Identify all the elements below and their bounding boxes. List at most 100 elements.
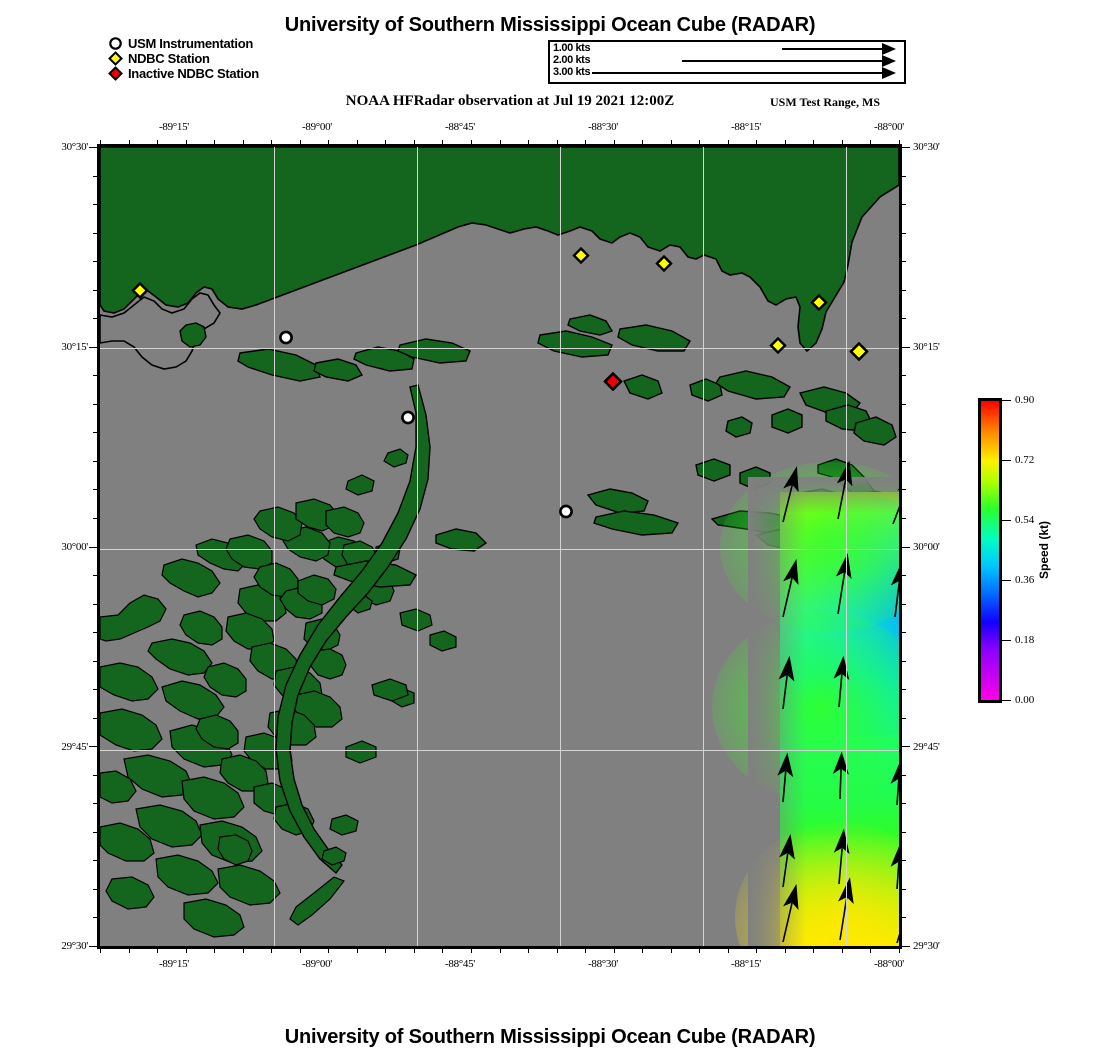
axis-tick-right: [900, 233, 906, 234]
axis-tick-right: [900, 689, 906, 690]
axis-tick-top: [300, 140, 301, 146]
ndbc-station-marker[interactable]: [572, 246, 590, 269]
axis-tick-right: [900, 261, 906, 262]
colorbar-tick: [1002, 460, 1011, 461]
axis-tick-right: [900, 860, 906, 861]
ndbc-station-marker[interactable]: [655, 254, 673, 277]
axis-label-lat-right: 29°45': [913, 741, 940, 753]
colorbar-label: 0.90: [1015, 394, 1035, 406]
land-curved-barrier-island: [275, 384, 431, 875]
colorbar-tick: [1002, 400, 1011, 401]
land-barrier-islands: [237, 314, 691, 588]
axis-tick-left: [89, 547, 99, 548]
axis-tick-left: [93, 233, 99, 234]
axis-tick-left: [93, 318, 99, 319]
land-island-fragments: [289, 678, 409, 926]
axis-tick-right: [900, 718, 906, 719]
axis-tick-left: [93, 518, 99, 519]
axis-tick-top: [129, 140, 130, 146]
axis-tick-right: [900, 518, 906, 519]
axis-label-lon-top: -88°00': [874, 121, 904, 133]
vector-scale-row: 2.00 kts: [550, 54, 904, 68]
axis-tick-bottom: [870, 947, 871, 953]
axis-tick-top: [614, 140, 615, 146]
axis-tick-left: [93, 689, 99, 690]
map-axes: -89°15' -89°15' -89°00' -89°00' -88°45' -88°4…: [61, 121, 939, 970]
legend-label-inactive-ndbc: Inactive NDBC Station: [128, 66, 259, 81]
axis-tick-bottom: [243, 947, 244, 953]
axis-tick-right: [900, 547, 910, 548]
ndbc-station-marker[interactable]: [769, 336, 787, 359]
legend-item-ndbc: NDBC Station: [108, 51, 259, 66]
legend-label-usm: USM Instrumentation: [128, 36, 254, 51]
axis-tick-right: [900, 575, 906, 576]
legend-label-ndbc: NDBC Station: [128, 51, 210, 66]
axis-tick-left: [93, 860, 99, 861]
axis-tick-bottom: [785, 947, 786, 953]
gridline-vertical: [846, 147, 847, 946]
axis-tick-top: [728, 140, 729, 146]
axis-tick-bottom: [500, 947, 501, 953]
ndbc-station-marker[interactable]: [849, 341, 869, 366]
axis-tick-bottom: [756, 947, 757, 953]
axis-tick-right: [900, 889, 906, 890]
test-range-label: USM Test Range, MS: [770, 95, 881, 109]
axis-tick-left: [93, 176, 99, 177]
axis-label-lon-bottom: -88°45': [445, 958, 475, 970]
axis-tick-left: [93, 290, 99, 291]
usm-instrument-marker[interactable]: [400, 409, 417, 431]
usm-instrument-marker[interactable]: [278, 329, 295, 351]
axis-tick-bottom: [157, 947, 158, 953]
axis-label-lon-bottom: -89°00': [302, 958, 332, 970]
gridline-horizontal: [100, 750, 899, 751]
axis-tick-bottom: [357, 947, 358, 953]
axis-tick-left: [93, 575, 99, 576]
usm-instrument-marker[interactable]: [558, 503, 575, 525]
gridline-horizontal: [100, 348, 899, 349]
axis-tick-bottom: [100, 947, 101, 953]
page-title: University of Southern Mississippi Ocean…: [284, 14, 816, 36]
axis-tick-left: [93, 832, 99, 833]
axis-tick-bottom: [271, 947, 272, 953]
axis-tick-top: [785, 140, 786, 146]
axis-label-lat-left: 29°30': [61, 940, 88, 952]
axis-tick-right: [900, 946, 910, 947]
axis-tick-left: [93, 917, 99, 918]
speed-field: [712, 462, 899, 946]
axis-tick-bottom: [842, 947, 843, 953]
diamond-marker-icon: [108, 51, 123, 66]
ndbc-station-marker[interactable]: [131, 281, 149, 304]
legend-item-usm: USM Instrumentation: [108, 36, 259, 51]
axis-label-lat-right: 30°00': [913, 541, 940, 553]
gridline-vertical: [417, 147, 418, 946]
axis-label-lon-bottom: -88°00': [874, 958, 904, 970]
axis-tick-top: [842, 140, 843, 146]
axis-tick-top: [471, 140, 472, 146]
axis-tick-left: [93, 889, 99, 890]
map-canvas[interactable]: [100, 147, 899, 946]
colorbar-label: 0.18: [1015, 634, 1035, 646]
inactive-ndbc-station-marker[interactable]: [603, 371, 623, 396]
axis-tick-top: [870, 140, 871, 146]
axis-label-lat-right: 30°30': [913, 141, 940, 153]
axis-tick-top: [100, 140, 101, 146]
axis-tick-left: [89, 746, 99, 747]
axis-label-lon-bottom: -89°15': [159, 958, 189, 970]
axis-label-lat-right: 30°15': [913, 341, 940, 353]
axis-label-lat-left: 30°30': [61, 141, 88, 153]
axis-tick-right: [900, 775, 906, 776]
colorbar-tick: [1002, 580, 1011, 581]
axis-tick-bottom: [328, 947, 329, 953]
axis-tick-bottom: [728, 947, 729, 953]
axis-tick-left: [93, 604, 99, 605]
axis-tick-right: [900, 404, 906, 405]
axis-tick-top: [357, 140, 358, 146]
axis-tick-top: [642, 140, 643, 146]
axis-tick-right: [900, 661, 906, 662]
axis-tick-left: [93, 661, 99, 662]
radar-map[interactable]: [97, 144, 902, 949]
ndbc-station-marker[interactable]: [810, 293, 828, 316]
axis-tick-right: [900, 832, 906, 833]
map-legend: USM Instrumentation NDBC Station Inactiv…: [108, 36, 259, 81]
axis-tick-left: [93, 461, 99, 462]
